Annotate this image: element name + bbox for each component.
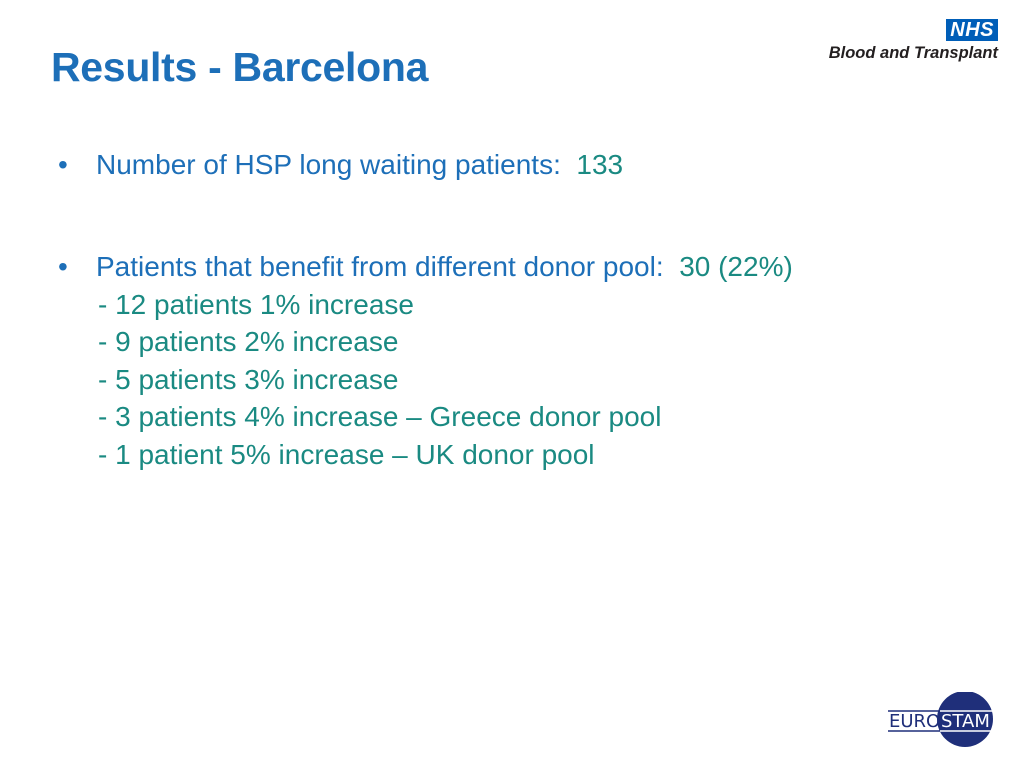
sub-item: - 3 patients 4% increase – Greece donor … (98, 401, 662, 432)
nhs-organisation-name: Blood and Transplant (828, 44, 998, 62)
eurostam-stam-text: STAM (941, 711, 990, 732)
sub-item: - 1 patient 5% increase – UK donor pool (98, 438, 595, 470)
page-title: Results - Barcelona (51, 44, 429, 90)
bullet-value: 133 (576, 149, 624, 180)
bullet-value: 30 (22%) (679, 251, 793, 282)
sub-item: - 5 patients 3% increase (98, 363, 399, 395)
nhs-mark: NHS (946, 19, 998, 41)
bullet-label: Number of HSP long waiting patients: (96, 149, 561, 180)
eurostam-logo: EURO STAM (888, 692, 993, 747)
eurostam-euro-text: EURO (889, 711, 940, 732)
sub-item: - 12 patients 1% increase (98, 288, 414, 320)
bullet-label: Patients that benefit from different don… (96, 251, 664, 282)
nhs-logo: NHS Blood and Transplant (829, 19, 998, 63)
bullet-dot: • (58, 149, 68, 180)
sub-item: - 9 patients 2% increase (98, 326, 399, 357)
bullet-dot: • (58, 251, 68, 282)
